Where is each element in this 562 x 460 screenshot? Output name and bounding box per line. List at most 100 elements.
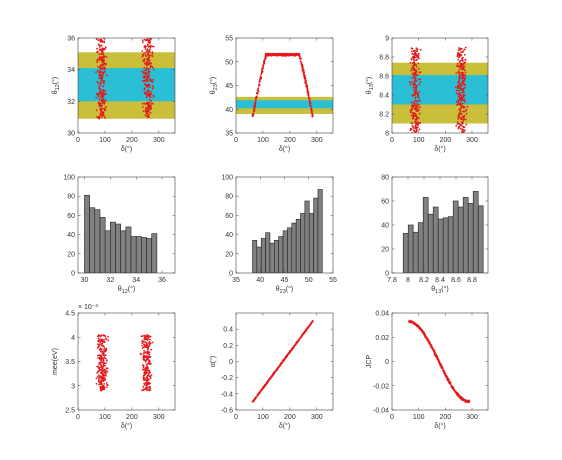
data-point [253, 107, 255, 110]
data-point [147, 53, 150, 55]
data-point [147, 112, 149, 115]
data-point [145, 45, 148, 48]
data-point [252, 114, 255, 116]
data-point [95, 71, 97, 74]
x-tick-label: 200 [126, 137, 138, 144]
data-point [102, 101, 104, 103]
x-tick-label: 300 [466, 137, 478, 144]
data-point [458, 86, 461, 89]
data-point [144, 335, 147, 338]
data-point [107, 336, 109, 338]
data-point [152, 45, 155, 48]
data-point [146, 348, 149, 351]
data-point [292, 53, 295, 56]
data-point [98, 84, 101, 87]
data-point [257, 85, 260, 87]
data-point [145, 106, 148, 109]
x-tick-label: 300 [153, 137, 165, 144]
data-point [465, 123, 468, 126]
data-point [459, 77, 461, 80]
data-point [464, 71, 467, 74]
data-point [147, 109, 150, 112]
data-point [460, 127, 462, 130]
data-point [252, 112, 254, 115]
data-point [415, 86, 418, 89]
data-point [460, 51, 462, 53]
data-point [142, 110, 145, 113]
data-point [461, 130, 464, 133]
data-point [102, 388, 105, 391]
data-point [298, 55, 301, 58]
data-point [302, 71, 305, 74]
x-tick-label: 8.2 [419, 277, 429, 284]
data-point [413, 80, 416, 83]
data-point [144, 73, 147, 75]
data-point [254, 99, 257, 102]
data-point [460, 124, 463, 127]
data-point [409, 61, 412, 64]
data-point [416, 48, 419, 51]
data-point [145, 360, 147, 362]
x-tick-label: 200 [284, 414, 296, 421]
y-tick-label: 3.5 [65, 359, 75, 366]
data-point [100, 36, 102, 38]
data-point [146, 44, 149, 47]
histogram-bar [94, 209, 101, 273]
data-point [306, 89, 309, 91]
data-point [449, 383, 452, 386]
data-point [413, 107, 416, 110]
data-point [415, 123, 418, 126]
axes-frame [235, 37, 334, 134]
data-point [103, 70, 106, 73]
x-tick-label: 45 [281, 277, 289, 284]
data-point [148, 340, 151, 343]
data-point [264, 54, 267, 57]
data-point [103, 341, 106, 343]
data-point [146, 67, 148, 70]
data-point [148, 34, 150, 36]
histogram-bar [317, 189, 323, 273]
data-point [102, 377, 105, 380]
data-point [415, 108, 417, 111]
data-point [101, 342, 103, 345]
data-point [104, 117, 107, 119]
data-point [415, 128, 418, 131]
data-point [260, 388, 263, 391]
y-tick-label: 0.02 [375, 335, 389, 342]
data-point [256, 89, 259, 92]
data-point [413, 82, 416, 85]
y-tick-label: 9 [385, 36, 389, 43]
data-point [143, 69, 146, 72]
y-tick-label: 30 [67, 131, 75, 138]
data-point [143, 343, 145, 345]
plot-area [78, 33, 175, 120]
data-point [415, 130, 418, 133]
data-point [147, 70, 150, 73]
data-point [413, 69, 415, 72]
axes-frame [77, 312, 176, 411]
x-tick-label: 300 [311, 137, 323, 144]
data-point [144, 103, 147, 105]
data-point [142, 376, 145, 379]
x-axis-label: δ(°) [279, 145, 290, 153]
data-point [410, 58, 413, 60]
data-point [142, 374, 145, 377]
data-point [283, 358, 286, 361]
data-point [456, 392, 459, 395]
data-point [152, 102, 154, 105]
data-point [98, 115, 101, 118]
data-point [454, 86, 457, 89]
data-point [99, 375, 102, 378]
data-point [151, 33, 153, 35]
data-point [311, 321, 314, 323]
data-point [418, 83, 421, 86]
data-point [149, 111, 152, 114]
data-point [307, 92, 310, 95]
data-point [106, 367, 109, 370]
data-point [458, 52, 461, 55]
data-point [144, 341, 146, 343]
data-point [100, 378, 103, 380]
data-point [100, 348, 103, 350]
data-point [151, 66, 154, 69]
data-point [99, 56, 101, 58]
